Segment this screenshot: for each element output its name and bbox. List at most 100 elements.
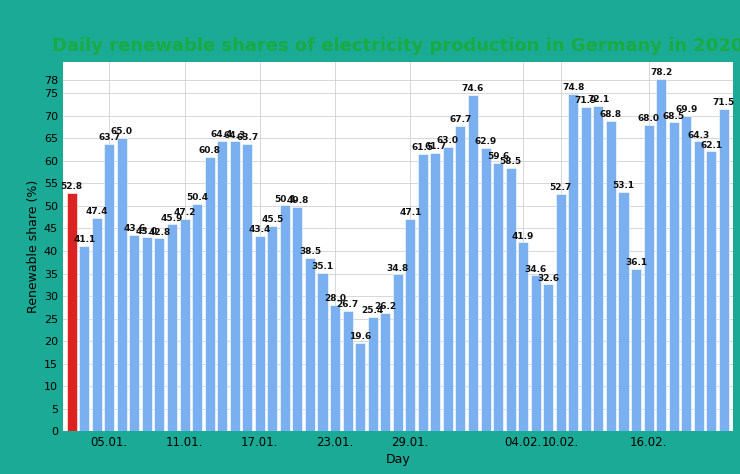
Bar xyxy=(155,238,164,431)
Bar xyxy=(581,107,591,431)
Bar xyxy=(493,163,503,431)
Bar xyxy=(418,154,428,431)
Text: 69.9: 69.9 xyxy=(675,105,697,114)
Bar xyxy=(167,224,177,431)
Bar xyxy=(644,125,653,431)
Text: 47.4: 47.4 xyxy=(86,207,108,216)
Bar xyxy=(656,79,666,431)
Text: 67.7: 67.7 xyxy=(449,115,471,124)
Text: 61.5: 61.5 xyxy=(411,143,434,152)
Bar xyxy=(343,311,352,431)
Text: 43.6: 43.6 xyxy=(124,224,146,233)
Text: 36.1: 36.1 xyxy=(625,258,647,267)
Bar xyxy=(280,205,290,431)
Text: 26.7: 26.7 xyxy=(337,300,359,309)
Text: 41.1: 41.1 xyxy=(73,235,95,244)
Text: 45.9: 45.9 xyxy=(161,214,184,223)
Bar xyxy=(242,144,252,431)
Bar xyxy=(67,193,77,431)
Text: 68.0: 68.0 xyxy=(638,114,659,123)
Bar xyxy=(104,144,114,431)
Bar xyxy=(142,237,152,431)
Text: 19.6: 19.6 xyxy=(349,332,371,341)
Text: 50.1: 50.1 xyxy=(274,195,296,204)
Text: 72.1: 72.1 xyxy=(588,95,610,104)
Bar xyxy=(368,317,377,431)
Text: 63.7: 63.7 xyxy=(236,133,258,142)
Bar xyxy=(192,204,202,431)
Title: Daily renewable shares of electricity production in Germany in 2020: Daily renewable shares of electricity pr… xyxy=(52,36,740,55)
Text: 49.8: 49.8 xyxy=(286,196,309,205)
Bar xyxy=(682,116,691,431)
Text: 42.8: 42.8 xyxy=(148,228,171,237)
Text: 43.0: 43.0 xyxy=(136,227,158,236)
Text: 38.5: 38.5 xyxy=(299,247,321,256)
Bar xyxy=(606,121,616,431)
Text: 71.9: 71.9 xyxy=(575,96,597,105)
Bar xyxy=(455,126,465,431)
Bar xyxy=(292,207,303,431)
Text: 28.0: 28.0 xyxy=(324,294,346,303)
Text: 41.9: 41.9 xyxy=(512,232,534,241)
Text: 32.6: 32.6 xyxy=(537,273,559,283)
Bar xyxy=(117,138,127,431)
Bar xyxy=(443,147,453,431)
Text: 64.4: 64.4 xyxy=(211,130,233,139)
Bar xyxy=(317,273,328,431)
Text: 47.1: 47.1 xyxy=(399,208,422,217)
Text: 68.5: 68.5 xyxy=(662,112,685,121)
Bar xyxy=(267,226,278,431)
Text: 60.8: 60.8 xyxy=(198,146,221,155)
X-axis label: Day: Day xyxy=(386,453,410,466)
Text: 78.2: 78.2 xyxy=(650,68,672,77)
Y-axis label: Renewable share (%): Renewable share (%) xyxy=(27,180,40,313)
Bar xyxy=(330,305,340,431)
Bar xyxy=(130,235,139,431)
Bar xyxy=(631,269,641,431)
Bar xyxy=(593,106,603,431)
Text: 64.3: 64.3 xyxy=(687,131,710,140)
Text: 34.6: 34.6 xyxy=(525,264,547,273)
Text: 47.2: 47.2 xyxy=(173,208,196,217)
Bar xyxy=(255,236,265,431)
Bar xyxy=(669,122,679,431)
Text: 74.6: 74.6 xyxy=(462,84,484,93)
Bar xyxy=(406,219,415,431)
Text: 59.6: 59.6 xyxy=(487,152,509,161)
Text: 64.3: 64.3 xyxy=(223,131,246,140)
Bar xyxy=(543,284,554,431)
Bar xyxy=(706,151,716,431)
Bar xyxy=(505,168,516,431)
Text: 62.1: 62.1 xyxy=(700,141,722,149)
Bar xyxy=(180,219,189,431)
Text: 52.7: 52.7 xyxy=(550,183,572,192)
Bar xyxy=(393,274,403,431)
Text: 68.8: 68.8 xyxy=(600,110,622,119)
Text: 43.4: 43.4 xyxy=(249,225,271,234)
Bar xyxy=(305,258,315,431)
Bar xyxy=(468,95,478,431)
Bar xyxy=(92,218,102,431)
Text: 58.5: 58.5 xyxy=(500,157,522,166)
Bar xyxy=(531,275,541,431)
Bar xyxy=(205,157,215,431)
Text: 52.8: 52.8 xyxy=(61,182,83,191)
Bar xyxy=(518,242,528,431)
Bar xyxy=(556,194,566,431)
Text: 45.5: 45.5 xyxy=(261,215,283,224)
Text: 53.1: 53.1 xyxy=(613,181,635,190)
Bar xyxy=(619,192,628,431)
Bar xyxy=(719,109,729,431)
Bar xyxy=(355,343,365,431)
Bar xyxy=(217,141,227,431)
Text: 25.4: 25.4 xyxy=(362,306,384,315)
Text: 63.0: 63.0 xyxy=(437,137,459,146)
Text: 26.2: 26.2 xyxy=(374,302,397,311)
Text: 63.7: 63.7 xyxy=(98,133,121,142)
Bar xyxy=(480,148,491,431)
Text: 61.7: 61.7 xyxy=(424,142,446,151)
Text: 34.8: 34.8 xyxy=(386,264,409,273)
Bar xyxy=(431,153,440,431)
Bar xyxy=(693,141,704,431)
Text: 65.0: 65.0 xyxy=(111,128,133,137)
